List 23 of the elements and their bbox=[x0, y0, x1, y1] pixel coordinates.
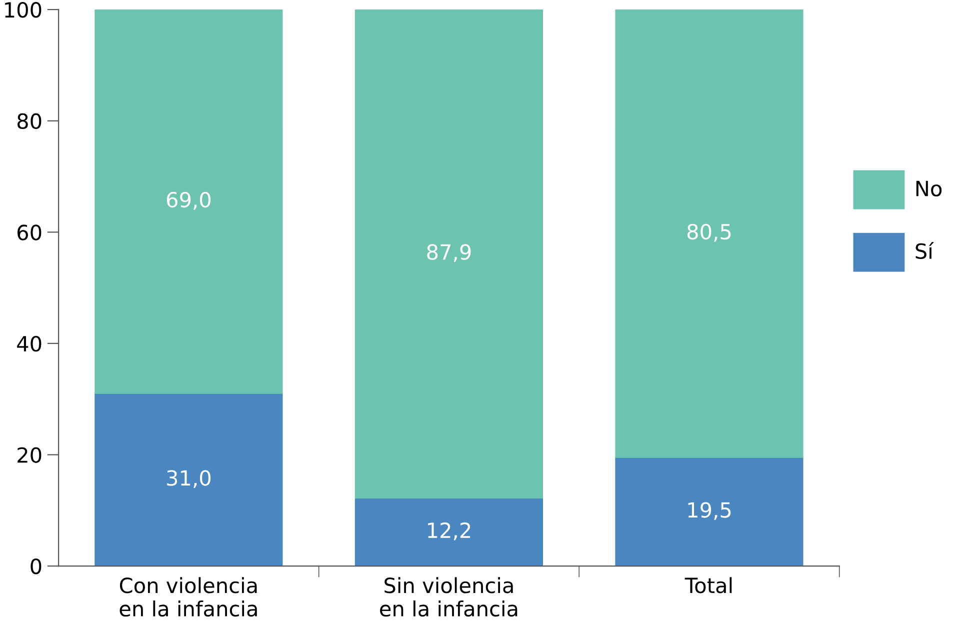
x-tick-label: Total bbox=[684, 577, 732, 594]
y-tick-label: 0 bbox=[30, 558, 42, 574]
bar bbox=[94, 10, 283, 394]
x-tick-label: Sin violencia en la infancia bbox=[380, 577, 518, 617]
bar bbox=[354, 10, 544, 498]
y-tick-label: 20 bbox=[18, 447, 42, 463]
y-tick-label: 80 bbox=[17, 113, 42, 130]
legend-label: Sí bbox=[916, 242, 934, 260]
data-label: 12,2 bbox=[428, 522, 470, 540]
data-label: 31,0 bbox=[167, 470, 211, 488]
bar bbox=[615, 457, 804, 566]
bar bbox=[615, 10, 804, 458]
bar bbox=[94, 393, 283, 566]
y-tick-label: 60 bbox=[18, 224, 42, 240]
bar bbox=[354, 498, 544, 566]
data-label: 69,0 bbox=[166, 192, 211, 210]
data-label: 80,5 bbox=[687, 224, 731, 242]
y-tick-label: 100 bbox=[5, 2, 42, 18]
y-tick-label: 40 bbox=[17, 336, 42, 352]
data-label: 19,5 bbox=[688, 502, 731, 520]
data-label: 87,9 bbox=[427, 244, 471, 262]
x-tick-label: Con violencia en la infancia bbox=[120, 577, 257, 617]
legend-label: No bbox=[916, 180, 942, 196]
